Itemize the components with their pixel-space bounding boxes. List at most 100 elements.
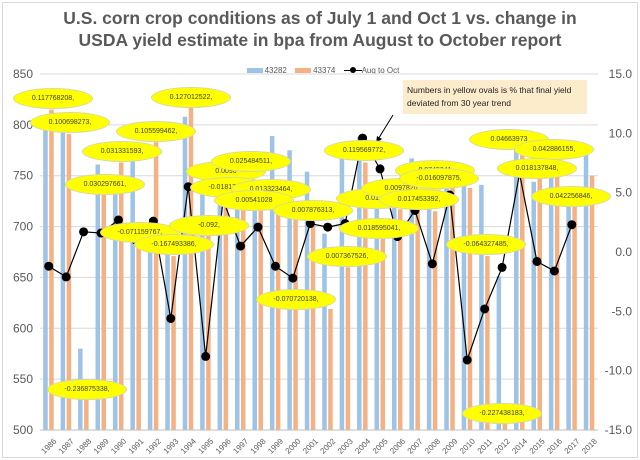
yield-deviation-oval: 0.007876313, — [273, 199, 353, 221]
bar-43374-1994 — [188, 107, 194, 431]
bar-43282-1996 — [217, 205, 223, 430]
bar-43374-1989 — [101, 195, 107, 430]
point-aug-to-oct-2001 — [305, 219, 315, 229]
x-tick-label: 1992 — [144, 436, 163, 455]
x-tick-label: 1999 — [266, 436, 285, 455]
y-tick-left: 850 — [13, 67, 33, 81]
yield-deviation-oval: 0.127012522, — [151, 86, 231, 108]
bar-43374-1997 — [241, 190, 246, 430]
yield-deviation-oval: 0.042256846, — [531, 185, 611, 207]
y-tick-right: -10.0 — [605, 364, 633, 378]
x-tick-label: 2014 — [510, 436, 529, 455]
bar-43374-2011 — [485, 256, 490, 430]
point-aug-to-oct-2010 — [462, 355, 472, 365]
yield-deviation-oval: 0.042886155, — [514, 138, 594, 160]
x-tick-label: 2003 — [336, 436, 355, 455]
point-aug-to-oct-1995 — [201, 351, 211, 361]
bar-43374-1996 — [223, 186, 229, 430]
yield-deviation-oval: -0.227438183, — [462, 402, 542, 424]
bar-43282-2010 — [461, 184, 467, 430]
bar-43374-1999 — [275, 210, 281, 430]
bar-43374-2010 — [467, 187, 473, 430]
x-tick-label: 2016 — [545, 436, 564, 455]
bar-43282-2004 — [357, 137, 362, 430]
bar-43282-1989 — [95, 164, 101, 431]
x-tick-label: 2006 — [388, 436, 407, 455]
y-tick-left: 600 — [13, 321, 33, 335]
yield-deviation-oval: 0.105599462, — [116, 120, 196, 142]
bar-43374-1993 — [171, 256, 176, 430]
bar-43374-2015 — [537, 177, 542, 430]
yield-deviation-oval: 0.100698273, — [30, 111, 110, 133]
x-tick-label: 2011 — [476, 437, 495, 456]
y-tick-left: 700 — [13, 220, 33, 234]
x-tick-label: 1995 — [196, 436, 215, 455]
x-tick-label: 2007 — [406, 436, 425, 455]
bar-43282-2008 — [426, 200, 432, 430]
x-tick-label: 1989 — [92, 436, 111, 455]
y-tick-left: 650 — [13, 270, 33, 284]
x-tick-label: 2004 — [353, 436, 372, 455]
yield-deviation-oval: 0.031331593, — [82, 140, 162, 162]
point-aug-to-oct-1993 — [166, 313, 176, 323]
bar-43282-2007 — [409, 158, 414, 430]
bar-43282-1991 — [130, 156, 135, 431]
annotation-box: Numbers in yellow ovals is % that final … — [403, 80, 587, 114]
bar-43282-1993 — [165, 246, 170, 430]
y-tick-right: 15.0 — [609, 67, 633, 81]
y-tick-right: -15.0 — [605, 423, 633, 437]
bar-43282-1997 — [235, 186, 240, 430]
x-tick-label: 2015 — [528, 436, 547, 455]
bar-43374-1998 — [258, 206, 263, 430]
bar-43282-1994 — [182, 116, 188, 430]
point-aug-to-oct-2015 — [532, 256, 542, 266]
bar-43374-1987 — [66, 134, 72, 431]
yield-deviation-oval: 0.030297661, — [65, 173, 145, 195]
legend-swatch-43282 — [246, 68, 263, 74]
yield-deviation-oval: 0.025484511, — [211, 150, 291, 172]
point-aug-to-oct-1998 — [253, 222, 263, 232]
bar-43282-2005 — [374, 200, 380, 430]
bar-43374-2007 — [415, 197, 420, 430]
x-tick-label: 2005 — [371, 436, 390, 455]
yield-deviation-oval: -0.070720138, — [256, 288, 336, 310]
bar-43282-2018 — [583, 154, 589, 430]
bar-43374-2006 — [397, 209, 403, 430]
point-aug-to-oct-2002 — [323, 222, 333, 232]
point-aug-to-oct-2008 — [427, 259, 437, 269]
bar-43374-2000 — [293, 210, 298, 430]
y-tick-right: -5.0 — [611, 304, 632, 318]
bar-43282-2002 — [322, 233, 327, 430]
bar-43374-2001 — [310, 221, 316, 430]
bar-43282-2003 — [339, 156, 345, 431]
point-aug-to-oct-1999 — [270, 261, 280, 271]
y-tick-right: 5.0 — [615, 186, 632, 200]
x-tick-label: 1986 — [39, 436, 58, 455]
chart-title-line-1: U.S. corn crop conditions as of July 1 a… — [63, 8, 577, 28]
point-aug-to-oct-1997 — [236, 241, 246, 251]
x-tick-label: 2001 — [301, 436, 320, 455]
bar-43374-2018 — [589, 175, 595, 430]
x-tick-label: 2010 — [458, 436, 477, 455]
bar-43374-2016 — [554, 174, 560, 430]
yield-deviation-oval: 0.018595041, — [339, 217, 419, 239]
x-tick-label: 2017 — [563, 436, 582, 455]
legend-label-43374: 43374 — [313, 66, 336, 76]
y-tick-right: 10.0 — [609, 126, 633, 140]
point-aug-to-oct-2017 — [567, 220, 577, 230]
legend-line-marker-icon — [343, 67, 362, 74]
yield-deviation-oval: -0.236875338, — [47, 378, 127, 400]
point-aug-to-oct-2016 — [549, 266, 559, 276]
bar-43374-1992 — [153, 142, 159, 431]
legend-label-43282: 43282 — [264, 66, 287, 76]
yield-deviation-oval: -0.064327485, — [446, 233, 526, 255]
y-tick-left: 800 — [13, 118, 33, 132]
bar-43282-1992 — [147, 236, 153, 430]
x-tick-label: 2002 — [318, 436, 337, 455]
legend-label-aug-to-oct: Aug to Oct — [361, 66, 400, 76]
bar-43282-2017 — [566, 193, 571, 430]
bar-43282-2016 — [548, 170, 554, 430]
x-tick-label: 2008 — [423, 436, 442, 455]
point-aug-to-oct-1987 — [61, 272, 71, 282]
